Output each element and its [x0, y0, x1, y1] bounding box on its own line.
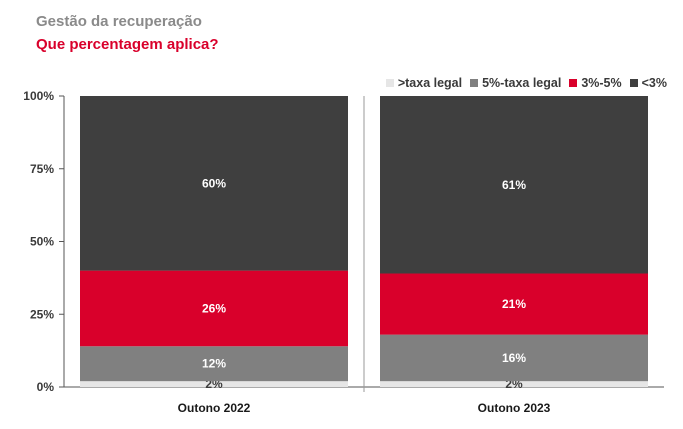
legend-item-3-5: 3%-5%	[569, 76, 622, 90]
legend-label-5-legal: 5%-taxa legal	[482, 76, 562, 90]
y-tick-label: 75%	[30, 162, 54, 176]
bar-segment	[380, 96, 648, 274]
bar-segment	[380, 273, 648, 335]
chart-title: Gestão da recuperação	[36, 13, 202, 30]
data-label: 60%	[202, 176, 226, 190]
bar-segment	[80, 96, 348, 271]
legend-swatch-3-5	[569, 79, 578, 87]
chart-subtitle: Que percentagem aplica?	[36, 36, 219, 53]
data-label: 61%	[502, 178, 526, 192]
y-tick-label: 50%	[30, 235, 54, 249]
legend-label-3-5: 3%-5%	[581, 76, 622, 90]
legend-item-above-legal: >taxa legal	[385, 76, 463, 90]
y-tick-label: 0%	[37, 380, 55, 394]
bar-segment	[80, 346, 348, 382]
legend-item-lt3: <3%	[629, 76, 667, 90]
legend-swatch-5-legal	[470, 79, 479, 87]
legend-label-lt3: <3%	[641, 76, 667, 90]
data-label: 21%	[502, 297, 526, 311]
x-category-label: Outono 2022	[178, 401, 251, 415]
bar-segment	[80, 270, 348, 347]
data-label: 12%	[202, 357, 226, 371]
data-label: 26%	[202, 301, 226, 315]
legend-swatch-above-legal	[385, 79, 394, 87]
legend-item-5-legal: 5%-taxa legal	[470, 76, 561, 90]
bar-segment	[80, 381, 348, 387]
legend-label-above-legal: >taxa legal	[397, 76, 463, 90]
y-tick-label: 100%	[23, 89, 54, 103]
x-category-label: Outono 2023	[478, 401, 551, 415]
legend: >taxa legal 5%-taxa legal 3%-5% <3%	[385, 76, 667, 90]
legend-swatch-lt3	[629, 79, 638, 87]
bar-segment	[380, 334, 648, 382]
y-tick-label: 25%	[30, 307, 54, 321]
bar-segment	[380, 381, 648, 387]
data-label: 16%	[502, 351, 526, 365]
